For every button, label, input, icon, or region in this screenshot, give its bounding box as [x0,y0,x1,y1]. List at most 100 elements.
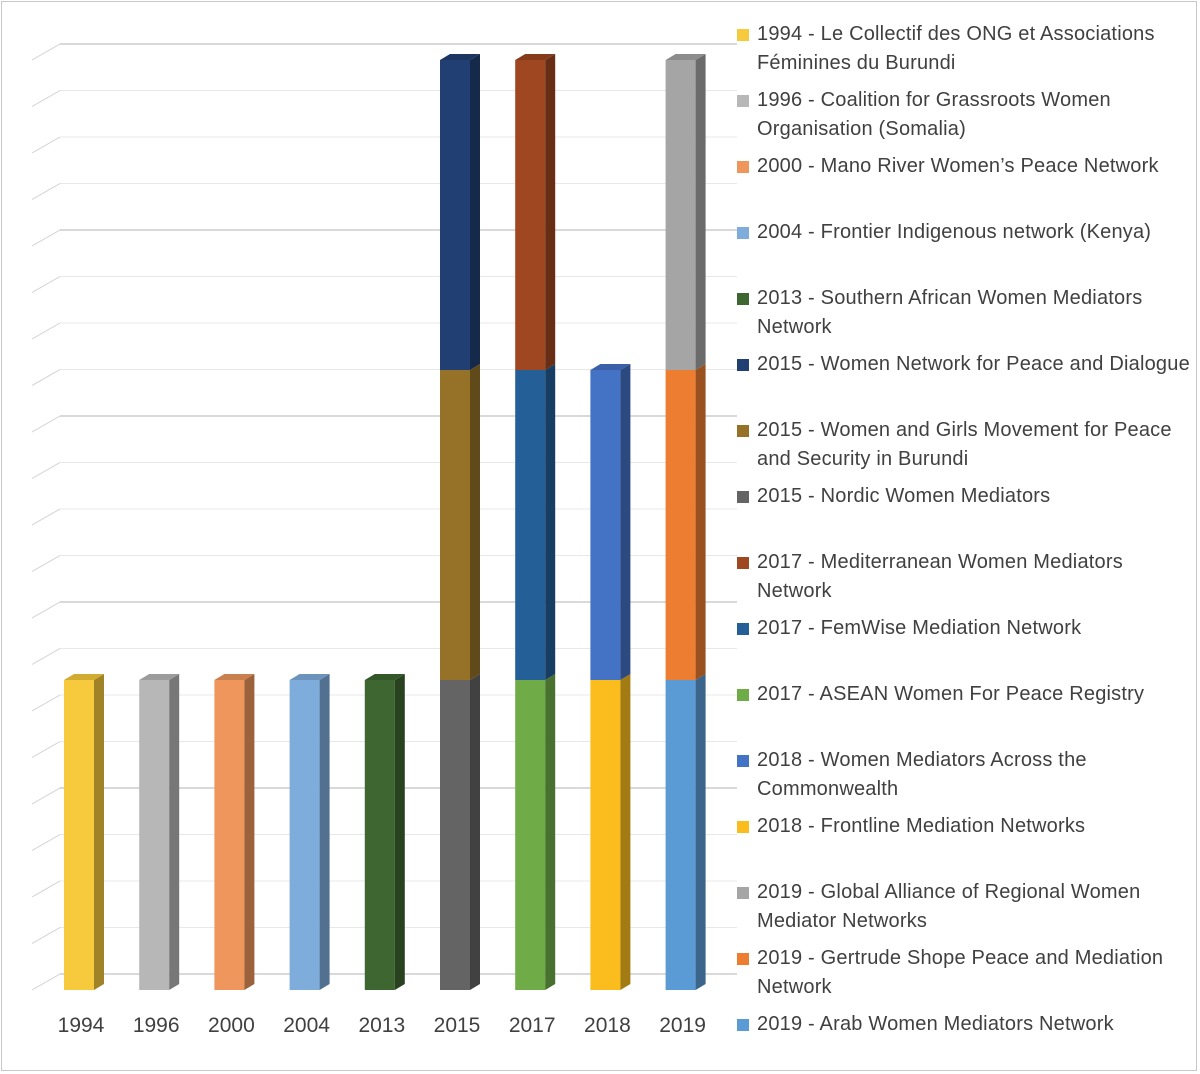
bar-segment [440,674,480,990]
legend-item: 2015 - Nordic Women Mediators [737,482,1192,511]
gridline-wall [31,880,61,898]
legend-label: 2019 - Gertrude Shope Peace and Mediatio… [757,947,1164,998]
gridline-wall [31,741,61,758]
legend-item: 2017 - ASEAN Women For Peace Registry [737,680,1192,709]
x-tick-label: 1994 [58,1014,105,1037]
legend-swatch [737,887,749,899]
bar-segment-side [695,54,706,370]
gridline-wall [31,601,61,619]
legend-label: 2015 - Nordic Women Mediators [757,485,1051,507]
legend-swatch [737,359,749,371]
bar-segment-top [64,674,104,680]
legend-item: 2019 - Global Alliance of Regional Women… [737,878,1192,936]
bar-segment-front [665,60,696,370]
bar-segment-side [94,674,104,990]
bar-segment [214,674,255,990]
bar-segment [665,54,706,370]
gridline-wall [31,229,61,247]
gridline-wall [31,43,61,61]
bar-segment-top [364,674,405,680]
x-tick-label: 1996 [133,1014,180,1037]
legend-label: 1996 - Coalition for Grassroots Women Or… [757,89,1111,140]
legend-swatch [737,425,749,437]
legend-label: 2017 - Mediterranean Women Mediators Net… [757,551,1123,602]
legend-swatch [737,755,749,767]
legend-item: 2019 - Gertrude Shope Peace and Mediatio… [737,944,1192,1002]
gridline-wall [31,648,61,665]
gridline-wall [31,276,61,293]
bar-segment-side [695,364,706,680]
legend-label: 2017 - ASEAN Women For Peace Registry [757,683,1145,705]
bar-segment [139,674,180,990]
bar-segment-front [289,680,320,990]
bar-segment-side [244,674,255,990]
bar-segment-side [470,54,480,370]
legend-swatch [737,227,749,239]
x-tick-label: 2013 [358,1014,405,1037]
bar-segment-side [545,54,556,370]
stacked-bar-chart: 1994 1996 2000 2004 2013 2015 2017 2018 2019 [31,43,737,1037]
legend-swatch [737,161,749,173]
legend-item: 2013 - Southern African Women Mediators … [737,284,1192,342]
bar-segment-front [590,370,621,680]
gridline-wall [31,90,61,107]
bar-segment-front [440,60,470,370]
gridline-wall [31,508,61,526]
legend-item: 1996 - Coalition for Grassroots Women Or… [737,86,1192,144]
gridline-wall [31,136,61,154]
legend-item: 2004 - Frontier Indigenous network (Keny… [737,218,1192,247]
x-tick-label: 2015 [434,1014,481,1037]
legend-item: 2015 - Women and Girls Movement for Peac… [737,416,1192,474]
bar-segment-front [214,680,245,990]
legend-label: 2015 - Women and Girls Movement for Peac… [757,419,1172,470]
legend-item: 2018 - Women Mediators Across the Common… [737,746,1192,804]
bars [64,54,706,990]
legend-swatch [737,689,749,701]
bar-segment-top [139,674,180,680]
bar-segment [515,364,556,680]
legend-label: 2013 - Southern African Women Mediators … [757,287,1143,338]
legend-item: 2017 - Mediterranean Women Mediators Net… [737,548,1192,606]
gridline-wall [31,834,61,851]
bar-segment-side [319,674,330,990]
gridline-wall [31,183,61,200]
bar-segment [515,54,556,370]
legend-swatch [737,557,749,569]
x-axis-labels: 1994 1996 2000 2004 2013 2015 2017 2018 2019 [58,1014,706,1037]
legend-item: 1994 - Le Collectif des ONG et Associati… [737,20,1192,78]
x-tick-label: 2019 [659,1014,706,1037]
x-tick-label: 2004 [283,1014,330,1037]
legend-label: 2015 - Women Network for Peace and Dialo… [757,353,1190,375]
legend-item: 2018 - Frontline Mediation Networks [737,812,1192,841]
gridline-wall [31,694,61,712]
bar-segment-front [64,680,94,990]
bar-segment-top [289,674,330,680]
bar-segment [590,364,631,680]
bar-segment-top [515,54,556,60]
legend-label: 2019 - Global Alliance of Regional Women… [757,881,1141,932]
bar-segment [665,674,706,990]
legend-label: 2019 - Arab Women Mediators Network [757,1013,1114,1035]
legend-label: 1994 - Le Collectif des ONG et Associati… [757,23,1155,74]
legend-swatch [737,623,749,635]
legend-swatch [737,953,749,965]
legend-label: 2018 - Women Mediators Across the Common… [757,749,1087,800]
legend-item: 2015 - Women Network for Peace and Dialo… [737,350,1192,379]
bar-segment-front [590,680,621,990]
gridline-wall [31,415,61,433]
legend-item: 2000 - Mano River Women’s Peace Network [737,152,1192,181]
x-tick-label: 2017 [509,1014,556,1037]
bar-segment-front [139,680,170,990]
bar-segment-top [590,364,631,370]
bar-segment-side [470,364,480,680]
bar-segment [289,674,330,990]
legend-label: 2000 - Mano River Women’s Peace Network [757,155,1159,177]
bar-segment-front [515,60,546,370]
x-tick-label: 2018 [584,1014,631,1037]
legend-swatch [737,821,749,833]
bar-segment-front [515,370,546,680]
bar-segment-side [394,674,405,990]
gridline-wall [31,787,61,805]
bar-segment [665,364,706,680]
